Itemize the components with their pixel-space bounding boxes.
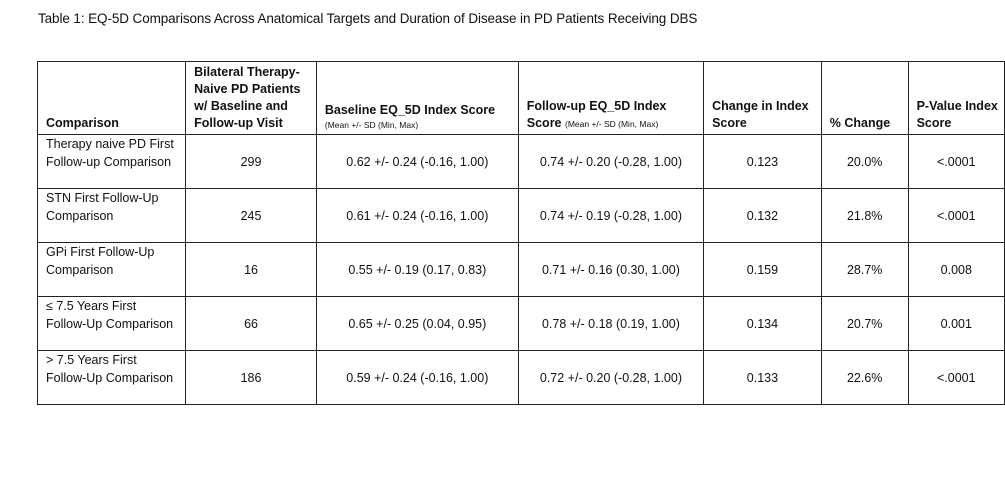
cell-patients: 66: [185, 296, 317, 351]
cell-pvalue: <.0001: [907, 188, 1005, 243]
col-header-change: Change in Index Score: [703, 61, 822, 135]
cell-followup: 0.71 +/- 0.16 (0.30, 1.00): [517, 242, 705, 297]
cell-followup: 0.78 +/- 0.18 (0.19, 1.00): [517, 296, 705, 351]
cell-pvalue: <.0001: [907, 350, 1005, 405]
eq5d-table: Comparison Bilateral Therapy-Naive PD Pa…: [36, 61, 1005, 405]
table-row: Therapy naive PD First Follow-up Compari…: [36, 134, 1005, 189]
cell-comparison: ≤ 7.5 Years First Follow-Up Comparison: [36, 296, 187, 351]
cell-pvalue: 0.001: [907, 296, 1005, 351]
cell-pct-change: 28.7%: [820, 242, 909, 297]
cell-baseline: 0.62 +/- 0.24 (-0.16, 1.00): [315, 134, 519, 189]
table-caption: Table 1: EQ-5D Comparisons Across Anatom…: [38, 11, 698, 26]
baseline-header-main: Baseline EQ_5D Index Score: [324, 103, 496, 117]
col-header-pct-change: % Change: [820, 61, 909, 135]
cell-followup: 0.74 +/- 0.19 (-0.28, 1.00): [517, 188, 705, 243]
cell-patients: 186: [185, 350, 317, 405]
cell-baseline: 0.55 +/- 0.19 (0.17, 0.83): [315, 242, 519, 297]
cell-change: 0.133: [703, 350, 822, 405]
cell-comparison: STN First Follow-Up Comparison: [36, 188, 187, 243]
col-header-baseline: Baseline EQ_5D Index Score (Mean +/- SD …: [315, 61, 519, 135]
cell-pct-change: 22.6%: [820, 350, 909, 405]
followup-header-main: Follow-up EQ_5D Index Score: [526, 99, 667, 130]
cell-pct-change: 21.8%: [820, 188, 909, 243]
col-header-followup: Follow-up EQ_5D Index Score (Mean +/- SD…: [517, 61, 705, 135]
cell-pct-change: 20.7%: [820, 296, 909, 351]
cell-pvalue: <.0001: [907, 134, 1005, 189]
followup-header-sub: (Mean +/- SD (Min, Max): [565, 119, 659, 129]
cell-change: 0.123: [703, 134, 822, 189]
cell-followup: 0.74 +/- 0.20 (-0.28, 1.00): [517, 134, 705, 189]
col-header-comparison: Comparison: [36, 61, 187, 135]
cell-comparison: GPi First Follow-Up Comparison: [36, 242, 187, 297]
table-row: STN First Follow-Up Comparison 245 0.61 …: [36, 188, 1005, 243]
cell-baseline: 0.59 +/- 0.24 (-0.16, 1.00): [315, 350, 519, 405]
cell-change: 0.134: [703, 296, 822, 351]
cell-comparison: > 7.5 Years First Follow-Up Comparison: [36, 350, 187, 405]
cell-patients: 245: [185, 188, 317, 243]
table-row: > 7.5 Years First Follow-Up Comparison 1…: [36, 350, 1005, 405]
cell-pct-change: 20.0%: [820, 134, 909, 189]
cell-change: 0.132: [703, 188, 822, 243]
baseline-header-sub: (Mean +/- SD (Min, Max): [324, 120, 419, 130]
cell-patients: 16: [185, 242, 317, 297]
table-row: GPi First Follow-Up Comparison 16 0.55 +…: [36, 242, 1005, 297]
col-header-pvalue: P-Value Index Score: [907, 61, 1005, 135]
cell-followup: 0.72 +/- 0.20 (-0.28, 1.00): [517, 350, 705, 405]
table-row: ≤ 7.5 Years First Follow-Up Comparison 6…: [36, 296, 1005, 351]
col-header-patients: Bilateral Therapy-Naive PD Patients w/ B…: [185, 61, 317, 135]
cell-comparison: Therapy naive PD First Follow-up Compari…: [36, 134, 187, 189]
cell-baseline: 0.65 +/- 0.25 (0.04, 0.95): [315, 296, 519, 351]
cell-baseline: 0.61 +/- 0.24 (-0.16, 1.00): [315, 188, 519, 243]
cell-change: 0.159: [703, 242, 822, 297]
cell-pvalue: 0.008: [907, 242, 1005, 297]
header-row: Comparison Bilateral Therapy-Naive PD Pa…: [36, 61, 1005, 135]
cell-patients: 299: [185, 134, 317, 189]
